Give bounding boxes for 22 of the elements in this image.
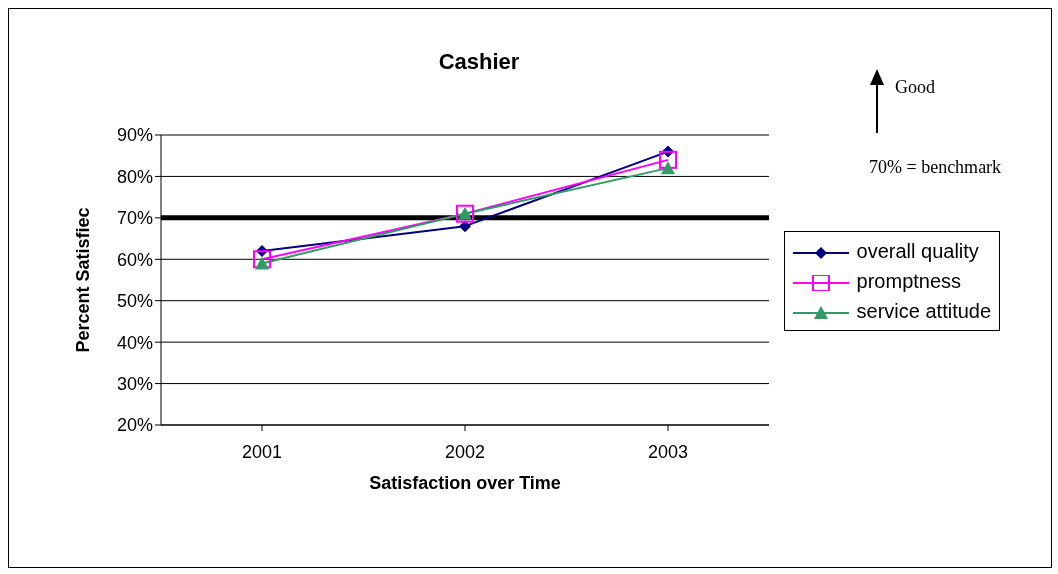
- legend-label: promptness: [856, 270, 962, 292]
- y-tick-label: 30%: [116, 373, 153, 394]
- y-tick-label: 40%: [116, 332, 153, 353]
- y-tick-label: 80%: [116, 166, 153, 187]
- y-tick-label: 50%: [116, 291, 153, 312]
- point: [661, 161, 675, 175]
- x-axis-title: Satisfaction over Time: [369, 473, 561, 493]
- y-tick-label: 70%: [116, 208, 153, 229]
- x-tick-label: 2001: [241, 441, 283, 462]
- y-tick-label: 90%: [116, 125, 153, 146]
- x-tick-label: 2002: [444, 441, 486, 462]
- text: Good: [895, 77, 935, 98]
- y-tick-label: 20%: [116, 415, 153, 436]
- legend-label: service attitude: [856, 300, 992, 322]
- chart-title: Cashier: [438, 49, 520, 74]
- legend-label: overall quality: [856, 240, 979, 262]
- point: [659, 150, 677, 169]
- y-axis-title: Percent Satisfiec: [73, 207, 94, 353]
- x-tick-label: 2003: [647, 441, 689, 462]
- point: [253, 250, 271, 269]
- text: 70% = benchmark: [869, 157, 1002, 178]
- y-tick-label: 60%: [116, 249, 153, 270]
